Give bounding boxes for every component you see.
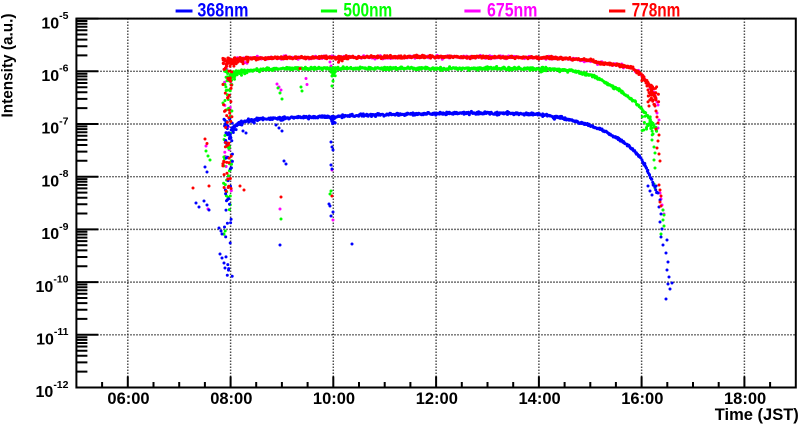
svg-text:778nm: 778nm (632, 0, 681, 22)
svg-text:10:00: 10:00 (313, 390, 355, 408)
svg-text:08:00: 08:00 (210, 390, 252, 408)
svg-text:18:00: 18:00 (724, 390, 766, 408)
svg-text:675nm: 675nm (487, 0, 537, 22)
svg-text:Time (JST): Time (JST) (715, 406, 799, 424)
svg-text:Intensity (a.u.): Intensity (a.u.) (0, 14, 17, 118)
svg-text:500nm: 500nm (343, 0, 392, 22)
svg-text:12:00: 12:00 (416, 390, 458, 408)
svg-text:06:00: 06:00 (107, 390, 149, 408)
svg-text:14:00: 14:00 (518, 390, 560, 408)
svg-text:368nm: 368nm (197, 0, 248, 22)
svg-text:16:00: 16:00 (621, 390, 663, 408)
